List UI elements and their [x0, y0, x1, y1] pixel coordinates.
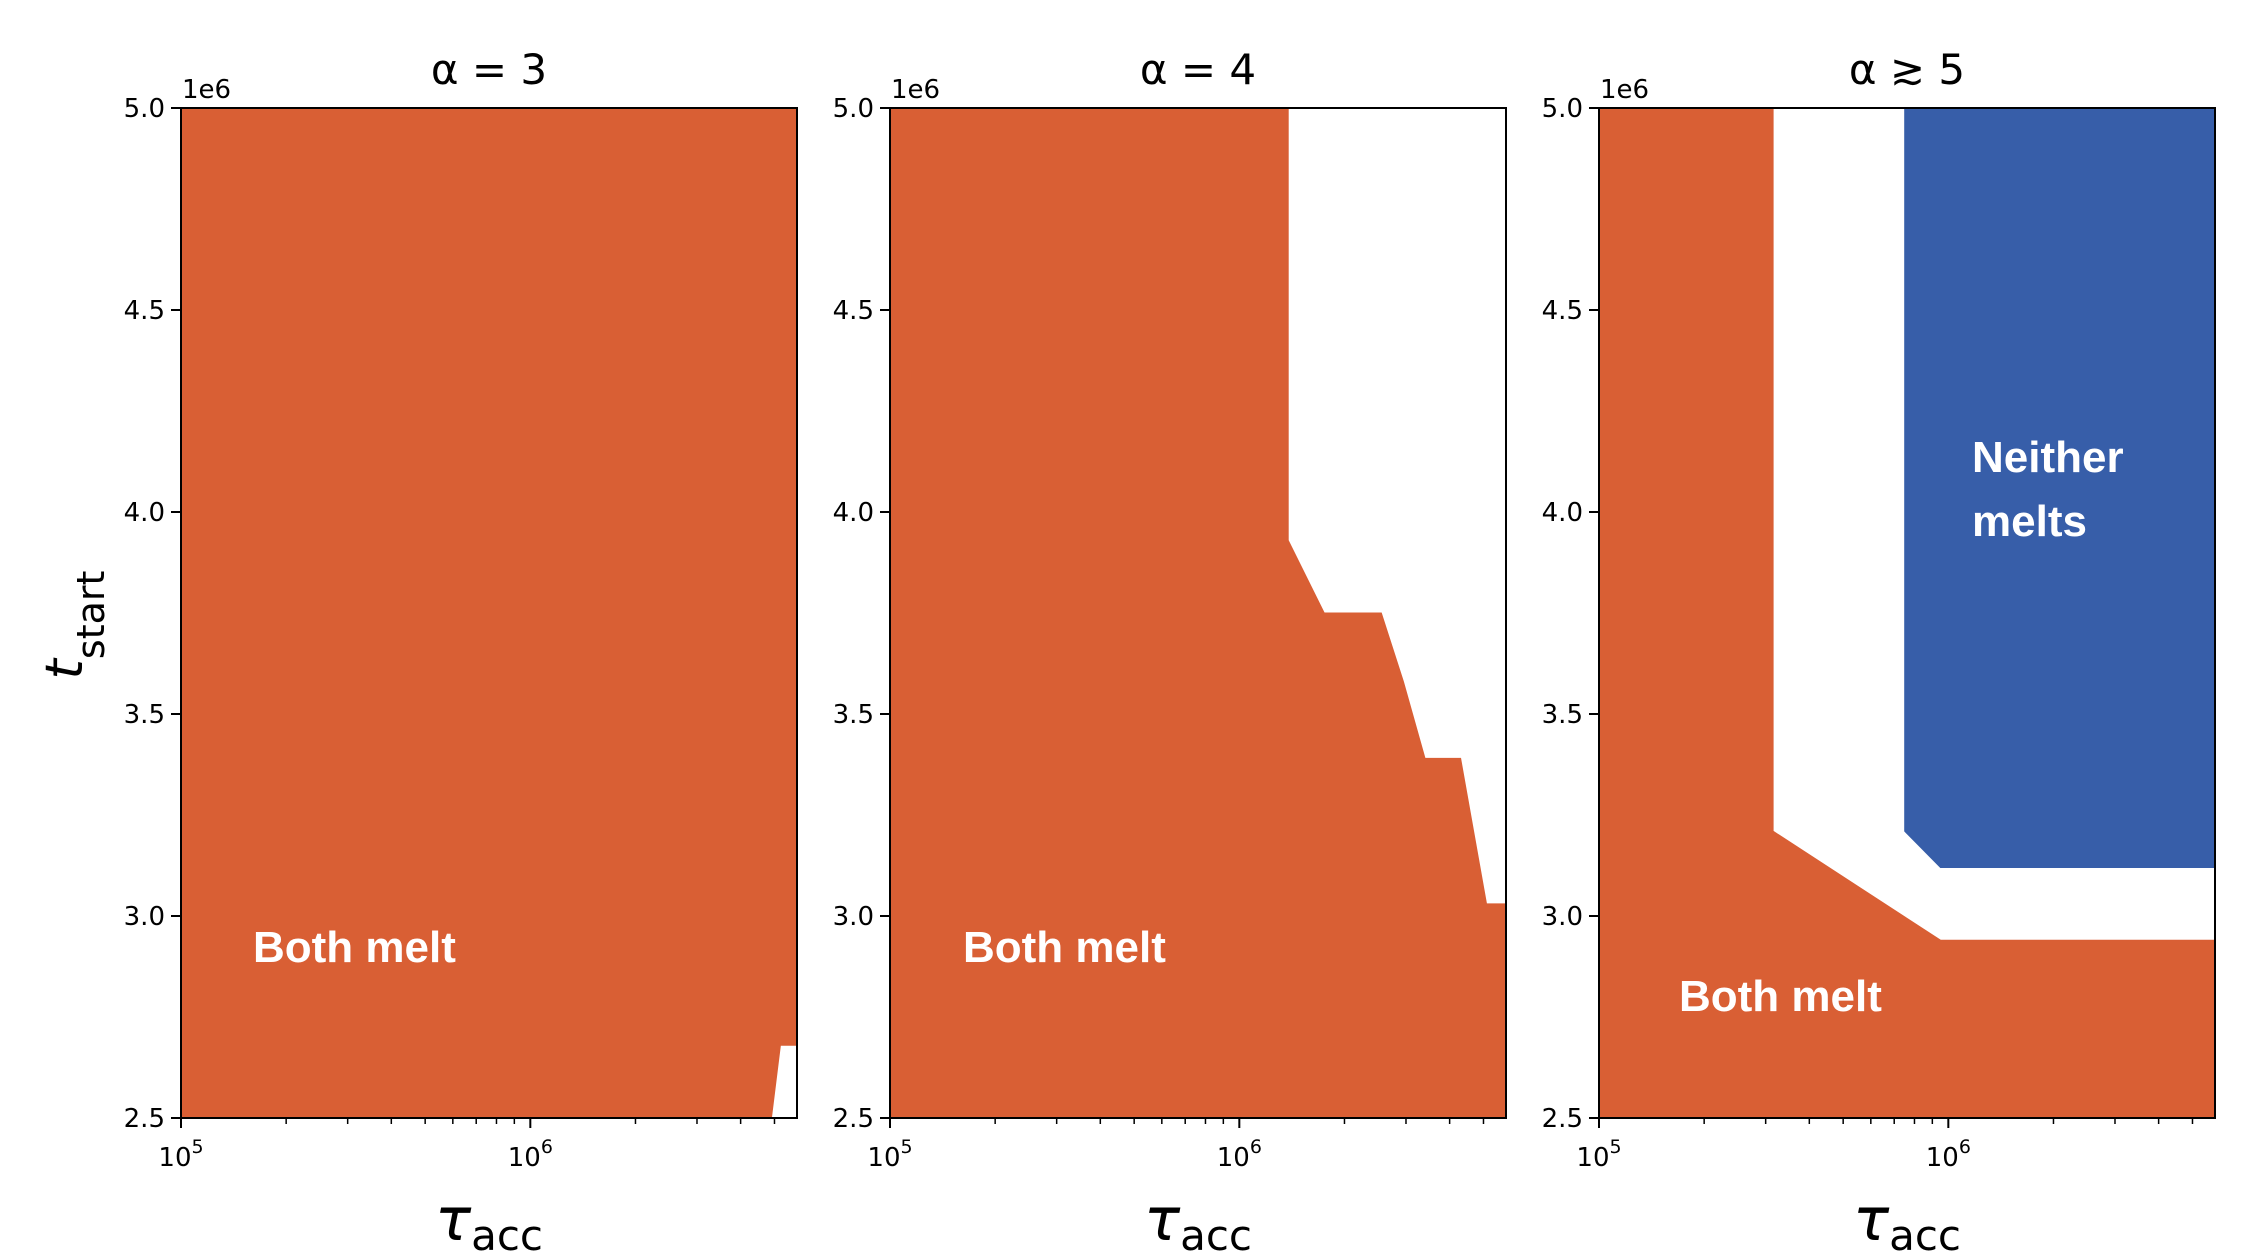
region-label-neither-melts: Neither melts [1972, 433, 2124, 546]
x-tick-label-exponent: 5 [1610, 1136, 1622, 1158]
x-tick-label: 106 [508, 1136, 553, 1173]
y-offset-label: 1e6 [891, 75, 940, 105]
x-tick-label-exponent: 5 [192, 1136, 204, 1158]
x-tick-label-base: 10 [158, 1143, 191, 1173]
region-both-melt [1599, 108, 2215, 1118]
x-tick-label: 105 [867, 1136, 912, 1173]
x-tick-label-base: 10 [867, 1143, 900, 1173]
y-tick-label: 3.0 [833, 902, 874, 932]
regions [890, 108, 1506, 1118]
y-axis-label: tstart [35, 571, 113, 680]
x-tick-label-base: 10 [1576, 1143, 1609, 1173]
y-offset-label: 1e6 [182, 75, 231, 105]
y-tick-label: 3.5 [124, 700, 165, 730]
x-tick-label-exponent: 5 [901, 1136, 913, 1158]
x-axis-label-subscript: acc [471, 1211, 543, 1254]
y-tick-label: 2.5 [833, 1104, 874, 1134]
region-label-line: Both melt [1679, 972, 1882, 1021]
x-axis-label: τacc [1144, 1185, 1252, 1254]
x-axis-label-symbol: τ [1853, 1185, 1890, 1254]
y-tick-label: 3.0 [124, 902, 165, 932]
y-tick-label: 4.0 [1542, 498, 1583, 528]
region-neither-melts [1904, 108, 2215, 868]
x-tick-label: 105 [1576, 1136, 1621, 1173]
region-both-melt [181, 108, 797, 1118]
y-axis-label-subscript: start [69, 571, 113, 660]
y-tick-label: 4.5 [1542, 296, 1583, 326]
y-tick-label: 4.5 [124, 296, 165, 326]
y-tick-label: 2.5 [124, 1104, 165, 1134]
y-tick-label: 5.0 [833, 94, 874, 124]
y-tick-label: 5.0 [1542, 94, 1583, 124]
y-axis-label-symbol: t [35, 657, 95, 679]
panel-title: α = 3 [431, 45, 547, 94]
x-tick-label-base: 10 [508, 1143, 541, 1173]
regions [181, 108, 797, 1118]
region-label-line: Neither [1972, 433, 2124, 482]
x-tick-label-exponent: 6 [541, 1136, 553, 1158]
x-axis-label-subscript: acc [1180, 1211, 1252, 1254]
region-label-line: Both melt [963, 923, 1166, 972]
axes-frame [1598, 107, 2216, 1119]
y-offset-label: 1e6 [1600, 75, 1649, 105]
region-label-line: melts [1972, 497, 2087, 546]
x-tick-label: 105 [158, 1136, 203, 1173]
panel-title: α ≳ 5 [1849, 45, 1965, 94]
panel-3: Both melt Neither melts 2.5 3.0 3.5 4.0 4.5 5.0 1… [1542, 45, 2216, 1254]
region-label-both-melt: Both melt [253, 923, 456, 972]
x-axis-label: τacc [1853, 1185, 1961, 1254]
x-tick-label-exponent: 6 [1250, 1136, 1262, 1158]
x-axis-label-symbol: τ [1144, 1185, 1181, 1254]
regions [1599, 108, 2215, 1118]
x-axis-label-subscript: acc [1889, 1211, 1961, 1254]
axes-frame [180, 107, 798, 1119]
region-label-line: Both melt [253, 923, 456, 972]
y-tick-label: 3.0 [1542, 902, 1583, 932]
x-tick-label: 106 [1926, 1136, 1971, 1173]
x-axis-label: τacc [435, 1185, 543, 1254]
x-tick-label-base: 10 [1217, 1143, 1250, 1173]
y-tick-label: 3.5 [1542, 700, 1583, 730]
region-label-both-melt: Both melt [963, 923, 1166, 972]
axes-frame [889, 107, 1507, 1119]
y-tick-label: 4.0 [124, 498, 165, 528]
y-tick-label: 5.0 [124, 94, 165, 124]
panel-title: α = 4 [1140, 45, 1256, 94]
x-tick-label-exponent: 6 [1959, 1136, 1971, 1158]
region-label-both-melt: Both melt [1679, 972, 1882, 1021]
x-tick-label-base: 10 [1926, 1143, 1959, 1173]
y-tick-label: 3.5 [833, 700, 874, 730]
y-tick-label: 2.5 [1542, 1104, 1583, 1134]
x-tick-label: 106 [1217, 1136, 1262, 1173]
y-tick-label: 4.0 [833, 498, 874, 528]
y-tick-label: 4.5 [833, 296, 874, 326]
x-axis-label-symbol: τ [435, 1185, 472, 1254]
region-both-melt [890, 108, 1506, 1118]
